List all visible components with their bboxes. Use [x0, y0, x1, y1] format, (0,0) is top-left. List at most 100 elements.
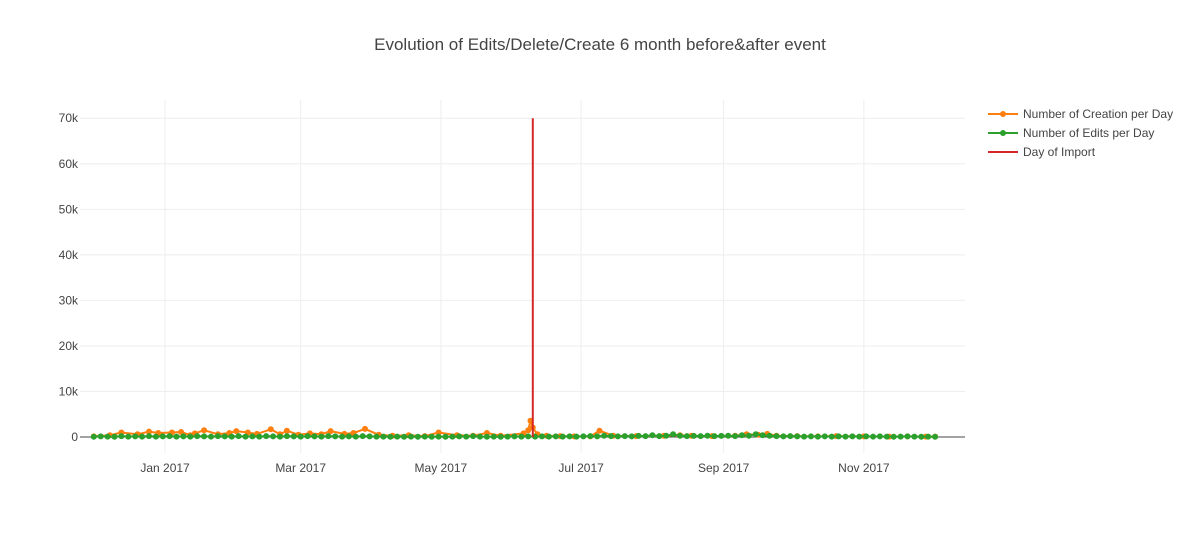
chart-title: Evolution of Edits/Delete/Create 6 month… — [374, 35, 826, 54]
y-tick-label: 60k — [59, 157, 79, 171]
data-point — [601, 432, 608, 439]
data-point — [794, 433, 801, 440]
data-point — [876, 433, 883, 440]
x-axis-ticks: Jan 2017 Mar 2017 May 2017 Jul 2017 Sep 2017… — [140, 461, 890, 475]
data-point — [297, 433, 304, 440]
data-point — [421, 433, 428, 440]
data-point — [911, 433, 918, 440]
x-tick-label: Mar 2017 — [275, 461, 326, 475]
data-point — [387, 433, 394, 440]
data-point — [442, 433, 449, 440]
data-point — [166, 433, 173, 440]
data-point — [594, 433, 601, 440]
data-point — [690, 432, 697, 439]
y-tick-label: 20k — [59, 339, 79, 353]
data-point — [545, 433, 552, 440]
data-point — [925, 433, 932, 440]
legend-item: Number of Creation per Day — [988, 107, 1173, 121]
data-point — [670, 431, 677, 438]
data-point — [821, 433, 828, 440]
x-tick-label: Nov 2017 — [838, 461, 890, 475]
data-point — [352, 433, 359, 440]
data-point — [132, 433, 139, 440]
data-point — [201, 433, 208, 440]
data-point — [111, 433, 118, 440]
data-point — [842, 433, 849, 440]
data-point — [596, 427, 603, 434]
data-point — [214, 433, 221, 440]
data-point — [732, 433, 739, 440]
data-point — [642, 433, 649, 440]
data-point — [739, 432, 745, 439]
data-point — [359, 433, 366, 440]
data-point — [228, 433, 235, 440]
data-point — [580, 433, 587, 440]
data-point — [677, 432, 683, 439]
data-point — [449, 433, 456, 440]
data-point — [125, 433, 132, 440]
data-point — [146, 433, 152, 440]
data-point — [235, 433, 242, 440]
data-point — [477, 433, 483, 440]
data-point — [146, 428, 152, 435]
data-point — [559, 433, 566, 440]
x-tick-label: Jul 2017 — [558, 461, 604, 475]
data-point — [745, 432, 752, 439]
data-point — [801, 433, 808, 440]
data-point — [525, 433, 532, 440]
y-tick-label: 70k — [59, 111, 79, 125]
data-point — [290, 433, 297, 440]
data-point — [787, 433, 794, 440]
y-tick-label: 10k — [59, 385, 79, 399]
x-tick-label: Sep 2017 — [698, 461, 750, 475]
data-point — [863, 433, 870, 440]
data-point — [256, 433, 263, 440]
data-point — [614, 433, 621, 440]
data-point — [683, 433, 690, 440]
data-point — [283, 427, 290, 434]
data-point — [249, 433, 256, 440]
data-point — [518, 433, 525, 440]
data-point — [208, 433, 214, 440]
legend-label: Day of Import — [1023, 145, 1096, 159]
data-point — [918, 433, 925, 440]
data-point — [587, 433, 594, 440]
data-point — [773, 433, 780, 440]
data-point — [849, 433, 856, 440]
data-point — [435, 429, 442, 436]
data-point — [394, 433, 401, 440]
data-point — [118, 433, 125, 440]
data-point — [327, 428, 334, 435]
data-point — [380, 433, 387, 440]
data-point — [511, 433, 518, 440]
data-point — [311, 433, 318, 440]
data-point — [504, 433, 511, 440]
data-point — [890, 433, 897, 440]
data-point — [897, 433, 904, 440]
data-point — [470, 433, 477, 440]
data-point — [663, 432, 670, 439]
data-point — [435, 433, 442, 440]
data-point — [552, 433, 559, 440]
data-point — [201, 427, 208, 434]
x-tick-label: Jan 2017 — [140, 461, 190, 475]
legend-item: Day of Import — [988, 145, 1096, 159]
data-point — [373, 433, 380, 440]
data-point — [414, 433, 421, 440]
data-point — [608, 433, 614, 440]
data-point — [428, 433, 435, 440]
data-point — [401, 433, 408, 440]
data-point — [263, 433, 270, 440]
data-point — [187, 433, 194, 440]
data-point — [759, 432, 766, 439]
data-point — [194, 433, 201, 440]
data-point — [180, 433, 187, 440]
data-point — [766, 432, 773, 439]
legend-label: Number of Edits per Day — [1023, 126, 1154, 140]
data-point — [339, 433, 346, 440]
data-point — [883, 433, 890, 440]
data-point — [139, 433, 146, 440]
data-point — [97, 433, 104, 440]
series-1 — [90, 431, 939, 440]
